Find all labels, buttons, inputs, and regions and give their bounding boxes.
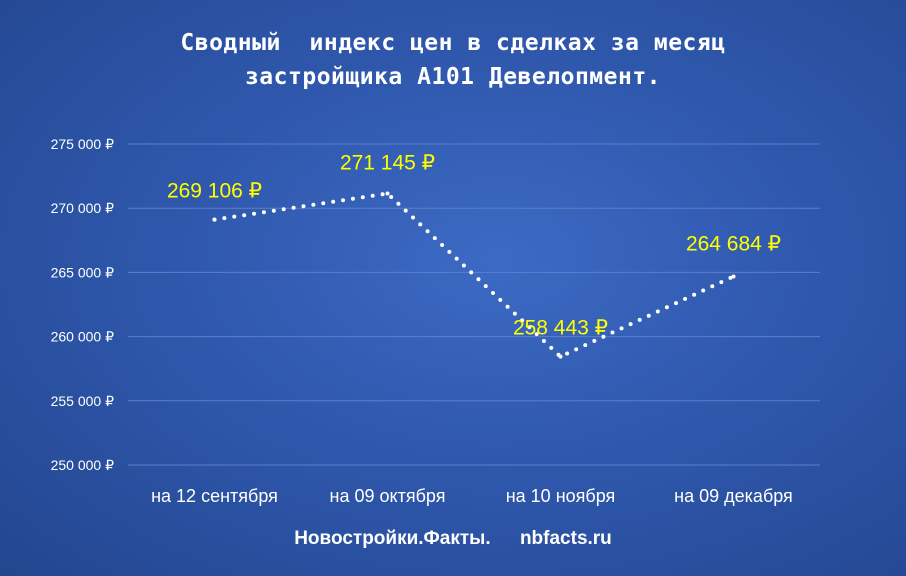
series-line bbox=[212, 191, 736, 359]
data-label: 264 684 ₽ bbox=[686, 232, 781, 255]
data-point bbox=[731, 274, 736, 279]
footer-brand: Новостройки.Факты. bbox=[294, 528, 491, 549]
y-tick-label: 270 000 ₽ bbox=[51, 200, 114, 216]
x-tick-label: на 09 декабря bbox=[674, 486, 793, 506]
x-tick-label: на 12 сентября bbox=[151, 486, 278, 506]
data-label: 269 106 ₽ bbox=[167, 180, 262, 203]
data-point bbox=[212, 217, 217, 222]
y-tick-label: 255 000 ₽ bbox=[51, 393, 114, 409]
data-label: 271 145 ₽ bbox=[340, 151, 435, 174]
footer: Новостройки.Факты. nbfacts.ru bbox=[0, 528, 906, 550]
x-tick-label: на 10 ноября bbox=[506, 486, 616, 506]
y-tick-label: 250 000 ₽ bbox=[51, 457, 114, 473]
data-point bbox=[385, 191, 390, 196]
data-point bbox=[558, 354, 563, 359]
y-tick-label: 275 000 ₽ bbox=[51, 136, 114, 152]
data-label: 258 443 ₽ bbox=[513, 317, 608, 340]
chart-title-line-2: застройщика А101 Девелопмент. bbox=[244, 64, 662, 90]
y-tick-label: 260 000 ₽ bbox=[51, 329, 114, 345]
footer-site: nbfacts.ru bbox=[519, 528, 612, 549]
y-tick-label: 265 000 ₽ bbox=[51, 264, 114, 280]
chart-title-line-1: Сводный индекс цен в сделках за месяц bbox=[180, 30, 726, 56]
x-tick-label: на 09 октября bbox=[330, 486, 446, 506]
